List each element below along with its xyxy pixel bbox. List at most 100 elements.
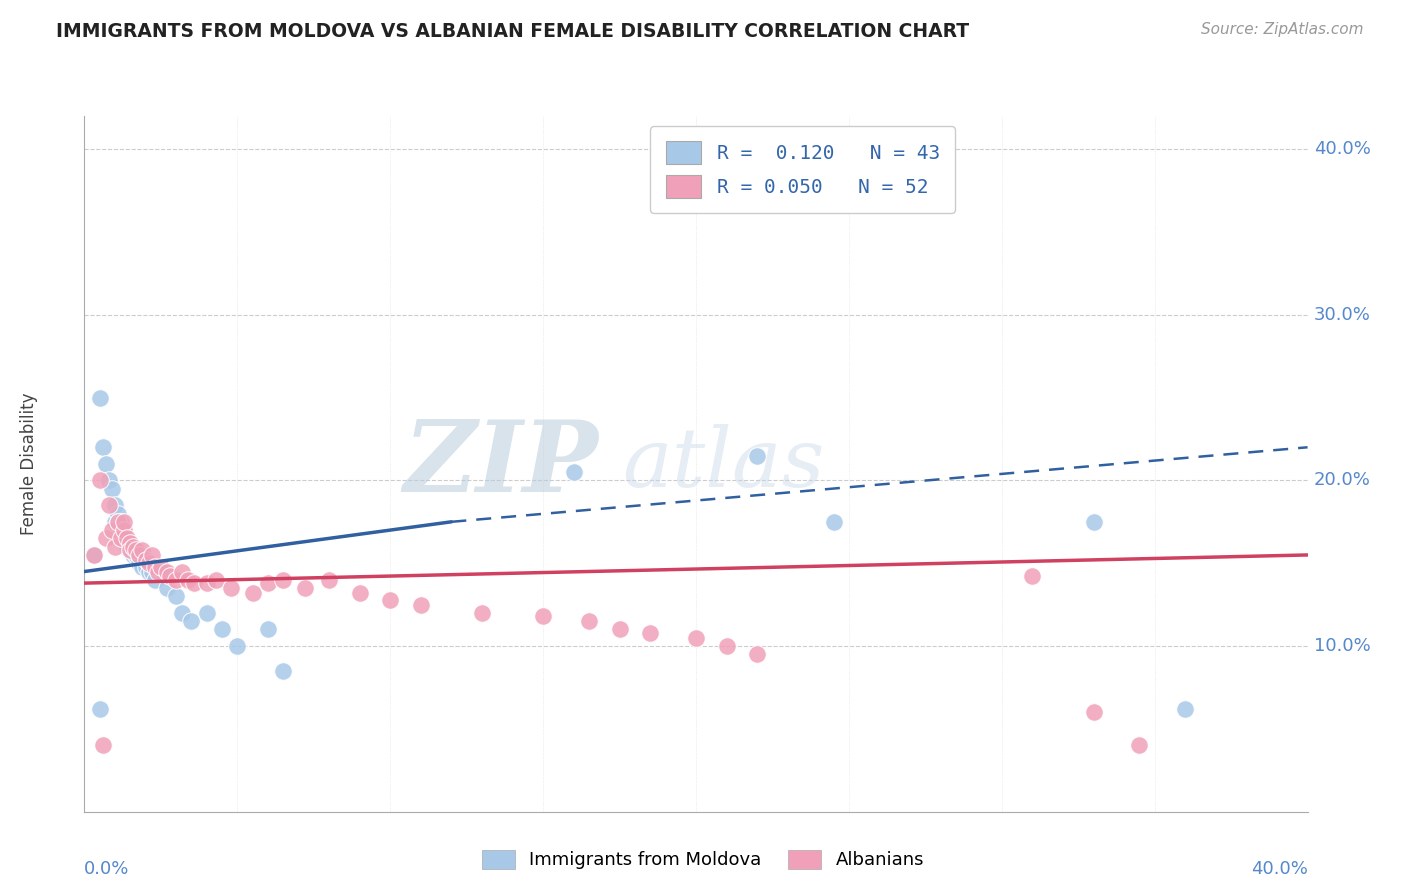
Point xyxy=(380,592,402,607)
Point xyxy=(104,498,127,512)
Point xyxy=(172,565,194,579)
Point xyxy=(226,639,249,653)
Point xyxy=(94,457,117,471)
Legend: R =  0.120   N = 43, R = 0.050   N = 52: R = 0.120 N = 43, R = 0.050 N = 52 xyxy=(651,126,955,213)
Point xyxy=(125,548,148,562)
Point xyxy=(115,540,138,554)
Point xyxy=(83,548,105,562)
Point xyxy=(149,565,172,579)
Point xyxy=(110,532,132,546)
Point xyxy=(609,623,631,637)
Text: Female Disability: Female Disability xyxy=(20,392,38,535)
Point xyxy=(271,573,294,587)
Text: 30.0%: 30.0% xyxy=(1313,306,1371,324)
Point xyxy=(120,543,142,558)
Point xyxy=(94,532,117,546)
Point xyxy=(531,609,554,624)
Text: 0.0%: 0.0% xyxy=(84,861,129,879)
Point xyxy=(143,559,166,574)
Point xyxy=(159,569,181,583)
Point xyxy=(89,702,111,716)
Point xyxy=(1083,515,1105,529)
Point xyxy=(91,440,114,454)
Point xyxy=(128,556,150,570)
Text: ZIP: ZIP xyxy=(404,416,598,512)
Point xyxy=(101,523,124,537)
Point xyxy=(471,606,494,620)
Point xyxy=(146,565,169,579)
Point xyxy=(141,565,163,579)
Point xyxy=(115,532,138,546)
Point xyxy=(120,536,142,550)
Point xyxy=(165,573,187,587)
Point xyxy=(242,586,264,600)
Point xyxy=(89,474,111,488)
Text: 20.0%: 20.0% xyxy=(1313,471,1371,490)
Point xyxy=(138,565,160,579)
Point xyxy=(112,532,135,546)
Point xyxy=(1128,739,1150,753)
Point xyxy=(89,391,111,405)
Text: Source: ZipAtlas.com: Source: ZipAtlas.com xyxy=(1201,22,1364,37)
Point xyxy=(125,543,148,558)
Point xyxy=(107,515,129,529)
Point xyxy=(172,606,194,620)
Point xyxy=(143,573,166,587)
Point xyxy=(110,523,132,537)
Point xyxy=(141,548,163,562)
Point xyxy=(122,548,145,562)
Point xyxy=(149,559,172,574)
Point xyxy=(716,639,738,653)
Point xyxy=(747,648,769,662)
Point xyxy=(104,540,127,554)
Point xyxy=(219,581,242,595)
Point xyxy=(120,540,142,554)
Point xyxy=(1021,569,1043,583)
Point xyxy=(195,606,218,620)
Point xyxy=(257,623,280,637)
Point xyxy=(823,515,845,529)
Point xyxy=(131,559,153,574)
Point xyxy=(638,625,661,640)
Point xyxy=(107,507,129,521)
Text: 40.0%: 40.0% xyxy=(1251,861,1308,879)
Point xyxy=(195,576,218,591)
Point xyxy=(165,590,187,604)
Point xyxy=(1083,706,1105,720)
Point xyxy=(318,573,340,587)
Point xyxy=(112,523,135,537)
Point xyxy=(685,631,707,645)
Point xyxy=(122,540,145,554)
Point xyxy=(409,598,432,612)
Point xyxy=(135,559,157,574)
Point xyxy=(83,548,105,562)
Point xyxy=(101,482,124,496)
Point xyxy=(122,540,145,554)
Point xyxy=(211,623,233,637)
Point xyxy=(183,576,205,591)
Point xyxy=(112,526,135,541)
Point xyxy=(120,543,142,558)
Point xyxy=(257,576,280,591)
Point xyxy=(156,581,179,595)
Point xyxy=(131,543,153,558)
Point xyxy=(349,586,371,600)
Point xyxy=(135,553,157,567)
Point xyxy=(91,739,114,753)
Text: 10.0%: 10.0% xyxy=(1313,637,1371,655)
Point xyxy=(578,614,600,628)
Legend: Immigrants from Moldova, Albanians: Immigrants from Moldova, Albanians xyxy=(472,841,934,879)
Point xyxy=(97,498,120,512)
Point xyxy=(562,465,585,479)
Point xyxy=(112,515,135,529)
Point xyxy=(1174,702,1197,716)
Point xyxy=(115,536,138,550)
Point xyxy=(205,573,228,587)
Point xyxy=(138,556,160,570)
Text: atlas: atlas xyxy=(623,424,825,504)
Point xyxy=(177,573,200,587)
Point xyxy=(104,515,127,529)
Text: 40.0%: 40.0% xyxy=(1313,140,1371,158)
Point xyxy=(156,565,179,579)
Point xyxy=(747,449,769,463)
